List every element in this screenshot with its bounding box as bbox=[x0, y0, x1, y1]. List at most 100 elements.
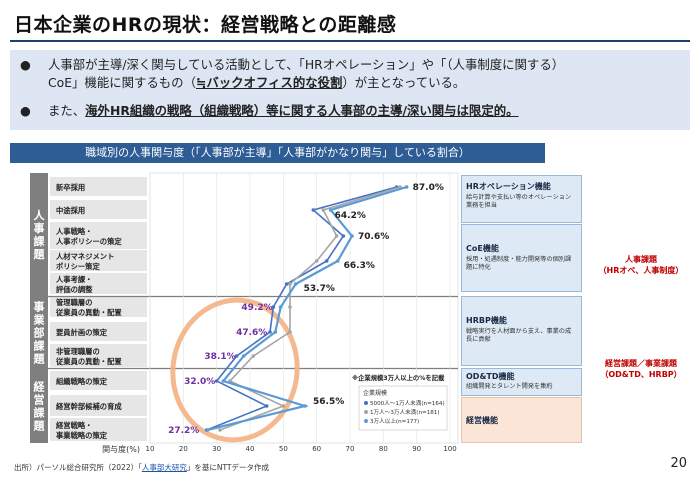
series-point-0 bbox=[324, 259, 329, 263]
category-label: 経営戦略・ bbox=[56, 421, 92, 430]
group-label-char: 題 bbox=[34, 353, 46, 366]
series-point-1 bbox=[218, 428, 222, 432]
category-cell bbox=[50, 322, 147, 341]
series-point-1 bbox=[288, 282, 292, 286]
hrbp-desc: 戦略実行を人材面から支え、事業の成長に貢献 bbox=[466, 328, 572, 343]
odtd-title: OD&TD機能 bbox=[466, 372, 515, 381]
category-label: 非管理職層の bbox=[56, 347, 100, 356]
highlight-ellipse bbox=[170, 297, 300, 443]
series-point-2 bbox=[303, 404, 307, 408]
bullet-dot-icon: ● bbox=[20, 57, 31, 72]
category-label: 経営幹部候補の育成 bbox=[56, 402, 122, 411]
category-cell bbox=[50, 344, 147, 367]
coe-box: CoE機能 採用・処遇制度・能力開発等の個別課題に特化 bbox=[461, 224, 582, 292]
series-point-1 bbox=[281, 404, 286, 408]
series-point-0 bbox=[214, 379, 219, 383]
odtd-desc: 組織開発とタレント開発を集約 bbox=[466, 383, 553, 390]
series-point-2 bbox=[273, 330, 278, 334]
group-label-char: 題 bbox=[34, 420, 46, 433]
hr-operation-title: HRオペレーション機能 bbox=[466, 182, 551, 191]
series-point-0 bbox=[341, 234, 346, 238]
data-label: 32.0% bbox=[184, 377, 215, 387]
series-point-0 bbox=[284, 282, 289, 286]
group-label-char: 題 bbox=[34, 248, 46, 261]
data-label: 66.3% bbox=[344, 261, 375, 271]
group-label-char: 経 bbox=[34, 380, 46, 394]
bullet-2-emphasis: 海外HR組織の戦略（組織戦略）等に関する人事部の主導/深い関与は限定的。 bbox=[85, 103, 519, 118]
x-tick-label: 100 bbox=[443, 445, 456, 453]
category-cell bbox=[50, 250, 147, 271]
data-label: 49.2% bbox=[241, 303, 272, 313]
group-band-0 bbox=[30, 173, 48, 296]
title-divider bbox=[10, 40, 690, 42]
legend-marker bbox=[364, 401, 368, 405]
group-label-char: 事 bbox=[34, 221, 45, 235]
category-label: 人事ポリシーの策定 bbox=[56, 237, 122, 246]
data-label: 38.1% bbox=[204, 352, 235, 362]
data-label: 64.2% bbox=[335, 211, 366, 221]
summary-bullets: ● 人事部が主導/深く関与している活動として、「HRオペレーション」や「（人事制… bbox=[10, 50, 690, 130]
legend-entry: 5000人～1万人未満(n=164) bbox=[370, 399, 445, 407]
category-label: ポリシー策定 bbox=[56, 262, 100, 271]
legend-title: 企業規模 bbox=[363, 389, 387, 397]
category-label: 管理職層の bbox=[56, 298, 92, 307]
group-label-char: 課 bbox=[34, 339, 46, 353]
x-tick-label: 70 bbox=[346, 445, 355, 453]
series-point-0 bbox=[311, 208, 316, 212]
side-label-hr-issues: 人事課題 （HRオペ、人事制度） bbox=[598, 255, 684, 275]
category-label: 人材マネジメント bbox=[56, 252, 114, 261]
category-label: 従業員の異動・配置 bbox=[55, 308, 122, 317]
category-label: 組織戦略の策定 bbox=[56, 377, 108, 386]
series-point-1 bbox=[314, 259, 319, 263]
category-cell bbox=[50, 395, 147, 416]
x-tick-label: 50 bbox=[279, 445, 288, 453]
category-cell bbox=[50, 296, 147, 317]
page-title: 日本企業のHRの現状：経営戦略との距離感 bbox=[14, 14, 397, 36]
bullet-1-line2: CoE」機能に関するもの（≒バックオフィス的な役割）が主となっている。 bbox=[48, 75, 466, 90]
source-link[interactable]: 人事部大研究 bbox=[141, 463, 187, 472]
group-band-2 bbox=[30, 369, 48, 443]
series-point-2 bbox=[278, 305, 283, 309]
x-tick-label: 80 bbox=[379, 445, 388, 453]
x-tick-label: 20 bbox=[179, 445, 188, 453]
management-title: 経営機能 bbox=[466, 416, 498, 425]
category-label: 要員計画の策定 bbox=[56, 328, 108, 337]
series-point-1 bbox=[288, 330, 292, 334]
x-tick-label: 40 bbox=[246, 445, 255, 453]
hr-operation-desc: 給与計算や支払い等のオペレーション業務を担当 bbox=[466, 194, 572, 209]
side-label-management-issues: 経営課題／事業課題 （OD&TD、HRBP） bbox=[600, 359, 682, 379]
category-cell bbox=[50, 222, 147, 249]
group-label-char: 事 bbox=[34, 300, 45, 314]
x-tick-label: 60 bbox=[312, 445, 321, 453]
odtd-box: OD&TD機能 組織開発とタレント開発を集約 bbox=[461, 368, 582, 396]
category-cell bbox=[50, 418, 147, 441]
category-cell bbox=[50, 177, 147, 196]
series-point-0 bbox=[271, 305, 276, 309]
bullet-1-emphasis: ≒バックオフィス的な役割 bbox=[195, 75, 343, 90]
category-cell bbox=[50, 273, 147, 294]
group-label-char: 課 bbox=[34, 234, 46, 248]
series-point-2 bbox=[293, 282, 298, 286]
category-cell bbox=[50, 371, 147, 390]
legend-note: ※企業規模3万人以上の%を記載 bbox=[352, 373, 445, 382]
series-point-2 bbox=[328, 208, 333, 212]
series-point-0 bbox=[264, 404, 269, 408]
series-point-2 bbox=[404, 185, 409, 189]
data-label: 56.5% bbox=[313, 397, 344, 407]
source-footer: 出所）パーソル総合研究所（2022）「人事部大研究」を基にNTTデータ作成 bbox=[14, 463, 269, 472]
data-label: 70.6% bbox=[358, 232, 389, 242]
series-point-1 bbox=[251, 354, 256, 358]
group-label-char: 部 bbox=[34, 326, 45, 340]
legend-marker bbox=[364, 410, 368, 414]
series-point-2 bbox=[205, 428, 210, 432]
category-label: 事業戦略の策定 bbox=[56, 431, 108, 440]
data-label: 53.7% bbox=[304, 284, 335, 294]
hrbp-title: HRBP機能 bbox=[466, 316, 507, 325]
series-point-1 bbox=[334, 234, 339, 238]
bullet-1-line1: 人事部が主導/深く関与している活動として、「HRオペレーション」や「（人事制度に… bbox=[48, 57, 565, 72]
x-tick-label: 30 bbox=[212, 445, 221, 453]
series-point-2 bbox=[335, 259, 340, 263]
series-point-1 bbox=[321, 208, 326, 212]
chart-title: 職域別の人事関与度（「人事部が主導」「人事部がかなり関与」している割合） bbox=[10, 143, 545, 163]
series-point-2 bbox=[350, 234, 354, 238]
